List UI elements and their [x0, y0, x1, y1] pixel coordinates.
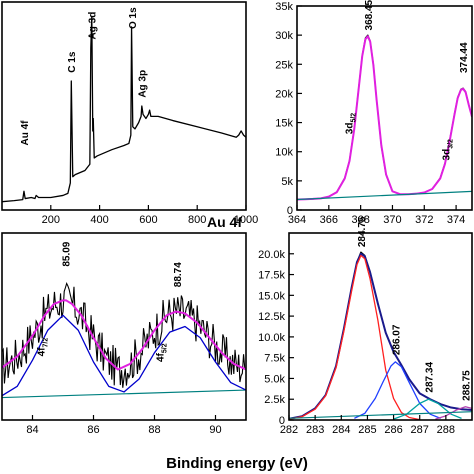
- plot-frame: [288, 232, 473, 421]
- x-tick-label: 288: [437, 424, 455, 436]
- c1s-spectrum-panel: 282 283 284 285 286 287 288 0 2.5k 5.0k 7.5k 10.0k 1…: [258, 216, 473, 436]
- ag3d-spectrum-panel: 364 366 368 370 372 374 0 5k 10k 15k 20k 25k 30k 35k 3…: [275, 0, 473, 226]
- peak-position-label: 85.09: [62, 241, 73, 266]
- component-label: 4f7/2: [37, 338, 50, 357]
- y-tick-label: 35k: [275, 1, 293, 13]
- y-tick-label: 10.0k: [258, 332, 285, 344]
- y-tick-label: 5.0k: [264, 373, 285, 385]
- survey-peak-label: C 1s: [67, 51, 78, 73]
- x-tick-label: 84: [26, 424, 38, 436]
- series-background-line-2: [297, 190, 472, 201]
- peak-position-label: 288.75: [461, 370, 472, 401]
- plot-area: [289, 251, 472, 420]
- peak-position-label: 374.44: [459, 42, 470, 73]
- x-tick-label: 400: [90, 214, 108, 226]
- survey-peak-label: Au 4f: [20, 120, 31, 146]
- x-tick-label: 600: [139, 214, 157, 226]
- series-fit-line-1: [297, 35, 472, 201]
- plot-area: [2, 281, 246, 399]
- x-tick-label: 90: [209, 424, 221, 436]
- y-tick-label: 15k: [275, 118, 293, 130]
- series-component-line-2: [289, 254, 420, 420]
- plot-area: [2, 15, 246, 203]
- peak-position-label: 284.75: [357, 216, 368, 247]
- y-tick-label: 12.5k: [258, 311, 285, 323]
- series-component-line-5: [435, 406, 472, 420]
- x-tick-label: 372: [415, 214, 433, 226]
- x-tick-label: 286: [384, 424, 402, 436]
- y-tick-label: 25k: [275, 59, 293, 71]
- x-tick-label: 285: [358, 424, 376, 436]
- component-label: 4f5/2: [156, 343, 169, 362]
- series-component-line-4: [393, 398, 462, 420]
- y-tick-label: 10k: [275, 147, 293, 159]
- series-fit-line-0: [2, 299, 246, 371]
- series-data-line-0: [2, 15, 246, 203]
- y-tick-label: 15.0k: [258, 290, 285, 302]
- peak-position-label: 287.34: [425, 362, 436, 393]
- x-tick-label: 200: [42, 214, 60, 226]
- x-tick-label: 368: [351, 214, 369, 226]
- y-tick-label: 20.0k: [258, 249, 285, 261]
- survey-peak-label: Ag 3d: [87, 12, 98, 40]
- y-tick-label: 17.5k: [258, 270, 285, 282]
- survey-spectrum-panel: 200 400 600 800 1000 Au 4f C 1s Ag 3d O 1s Ag 3p: [1, 1, 258, 226]
- component-label: 3d3/2: [442, 139, 455, 161]
- y-tick-label: 20k: [275, 88, 293, 100]
- series-data-line-0: [297, 34, 472, 201]
- x-tick-label: 282: [280, 424, 298, 436]
- survey-peak-label: O 1s: [128, 7, 139, 29]
- survey-peak-label: Ag 3p: [138, 70, 149, 98]
- series-component-line-3: [354, 361, 441, 419]
- series-background-line-1: [2, 389, 246, 399]
- plot-frame: [1, 232, 247, 421]
- x-tick-label: 86: [87, 424, 99, 436]
- x-tick-label: 1000: [234, 214, 258, 226]
- y-tick-label: 7.5k: [264, 353, 285, 365]
- au4f-spectrum-panel: 84 86 88 90 85.09 88.74 4f7/2 4f5/2 Au 4f: [1, 214, 247, 436]
- plot-area: [297, 34, 472, 201]
- x-tick-label: 800: [188, 214, 206, 226]
- x-tick-label: 283: [306, 424, 324, 436]
- x-tick-label: 370: [383, 214, 401, 226]
- panel-title: Au 4f: [207, 214, 242, 230]
- x-tick-label: 366: [320, 214, 338, 226]
- series-component-line-2: [2, 314, 246, 397]
- peak-position-label: 88.74: [173, 262, 184, 287]
- x-tick-label: 364: [288, 214, 306, 226]
- x-axis-label: Binding energy (eV): [166, 455, 308, 472]
- peak-position-label: 286.07: [391, 324, 402, 355]
- component-label: 3d5/2: [345, 113, 358, 135]
- plot-frame: [296, 5, 473, 211]
- y-tick-label: 5k: [281, 176, 293, 188]
- x-tick-label: 88: [148, 424, 160, 436]
- x-tick-label: 284: [332, 424, 350, 436]
- y-tick-label: 2.5k: [264, 394, 285, 406]
- plot-frame: [1, 1, 247, 211]
- series-background-line-6: [289, 411, 472, 419]
- peak-position-label: 368.45: [364, 0, 375, 30]
- y-tick-label: 0: [287, 205, 293, 217]
- y-tick-label: 30k: [275, 30, 293, 42]
- x-tick-label: 287: [411, 424, 429, 436]
- y-tick-label: 0: [279, 415, 285, 427]
- x-tick-label: 374: [447, 214, 465, 226]
